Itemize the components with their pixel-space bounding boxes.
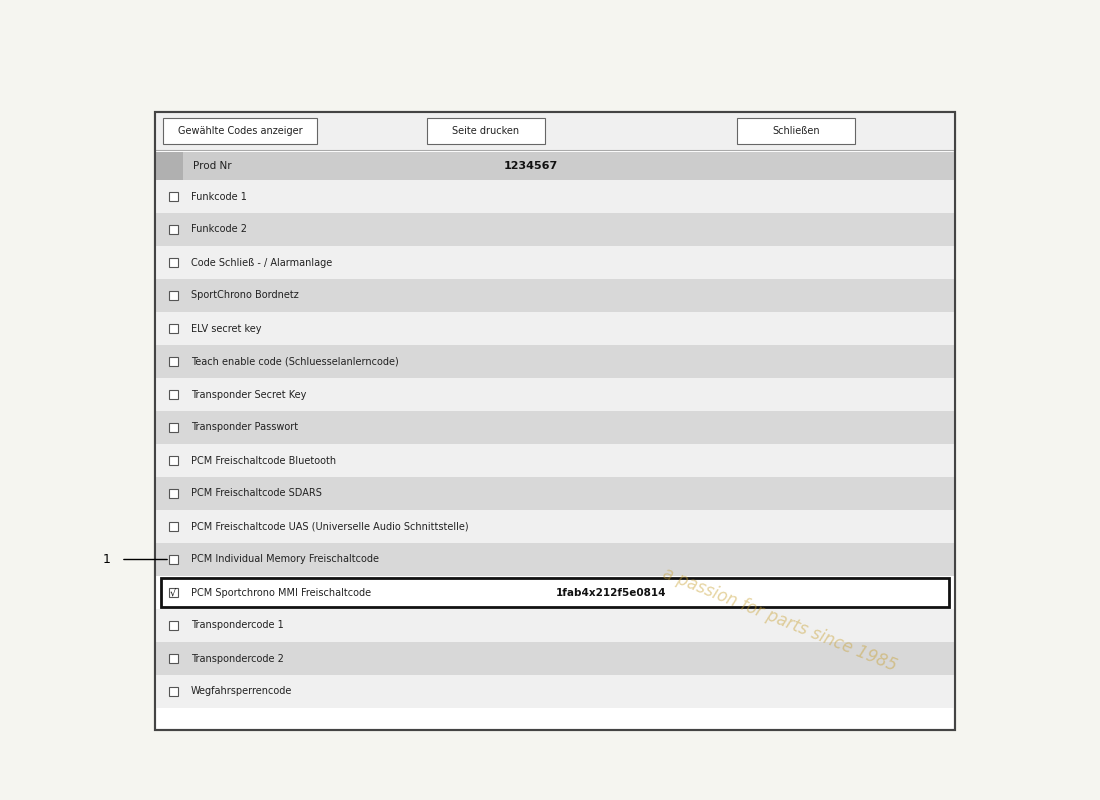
Text: Seite drucken: Seite drucken — [452, 126, 519, 136]
Bar — [168, 621, 177, 630]
Bar — [155, 345, 955, 378]
Bar — [155, 112, 955, 730]
Bar — [155, 152, 183, 180]
Bar — [155, 444, 955, 477]
Bar — [737, 118, 855, 144]
Text: Transponder Secret Key: Transponder Secret Key — [191, 390, 307, 399]
Bar — [168, 423, 177, 432]
Bar — [155, 112, 955, 150]
Bar — [155, 477, 955, 510]
Bar — [163, 118, 317, 144]
Text: Prod Nr: Prod Nr — [192, 161, 232, 171]
Bar — [168, 390, 177, 399]
Bar — [168, 522, 177, 531]
Bar — [155, 246, 955, 279]
Bar — [168, 291, 177, 300]
Bar — [168, 555, 177, 564]
Text: 1: 1 — [103, 553, 111, 566]
Bar — [168, 192, 177, 201]
Bar — [427, 118, 544, 144]
Bar — [168, 687, 177, 696]
Text: a passion for parts since 1985: a passion for parts since 1985 — [660, 565, 900, 675]
Bar — [155, 312, 955, 345]
Text: Schließen: Schließen — [772, 126, 820, 136]
Text: Teach enable code (Schluesselanlerncode): Teach enable code (Schluesselanlerncode) — [191, 357, 398, 366]
Bar — [155, 675, 955, 708]
Bar — [168, 324, 177, 333]
Bar — [155, 279, 955, 312]
Bar — [155, 510, 955, 543]
Text: Transponder Passwort: Transponder Passwort — [191, 422, 298, 433]
Bar — [155, 411, 955, 444]
Bar — [155, 112, 955, 730]
Bar — [168, 588, 177, 597]
Text: Funkcode 2: Funkcode 2 — [191, 225, 248, 234]
Bar — [155, 180, 955, 213]
Text: 1234567: 1234567 — [504, 161, 558, 171]
Text: Funkcode 1: Funkcode 1 — [191, 191, 246, 202]
Bar — [155, 112, 955, 150]
Bar — [155, 152, 955, 180]
Text: PCM Sportchrono MMI Freischaltcode: PCM Sportchrono MMI Freischaltcode — [191, 587, 371, 598]
Text: PCM Freischaltcode UAS (Universelle Audio Schnittstelle): PCM Freischaltcode UAS (Universelle Audi… — [191, 522, 469, 531]
Text: Transpondercode 2: Transpondercode 2 — [191, 654, 284, 663]
Bar — [168, 489, 177, 498]
Bar — [168, 258, 177, 267]
Bar — [168, 654, 177, 663]
Bar — [155, 543, 955, 576]
Bar — [168, 225, 177, 234]
Text: Gewählte Codes anzeiger: Gewählte Codes anzeiger — [178, 126, 303, 136]
Bar — [155, 213, 955, 246]
Text: PCM Freischaltcode Bluetooth: PCM Freischaltcode Bluetooth — [191, 455, 337, 466]
Bar — [155, 609, 955, 642]
Text: SportChrono Bordnetz: SportChrono Bordnetz — [191, 290, 299, 301]
Text: 1fab4x212f5e0814: 1fab4x212f5e0814 — [556, 587, 667, 598]
Text: Code Schließ - / Alarmanlage: Code Schließ - / Alarmanlage — [191, 258, 332, 267]
Bar — [168, 456, 177, 465]
Bar — [155, 642, 955, 675]
Text: √: √ — [169, 587, 176, 598]
Text: PCM Freischaltcode SDARS: PCM Freischaltcode SDARS — [191, 489, 322, 498]
Bar — [155, 576, 955, 609]
Bar — [155, 378, 955, 411]
Text: Transpondercode 1: Transpondercode 1 — [191, 621, 284, 630]
Bar — [161, 578, 949, 607]
Bar — [168, 357, 177, 366]
Text: Wegfahrsperrencode: Wegfahrsperrencode — [191, 686, 293, 697]
Text: ELV secret key: ELV secret key — [191, 323, 262, 334]
Text: PCM Individual Memory Freischaltcode: PCM Individual Memory Freischaltcode — [191, 554, 380, 565]
